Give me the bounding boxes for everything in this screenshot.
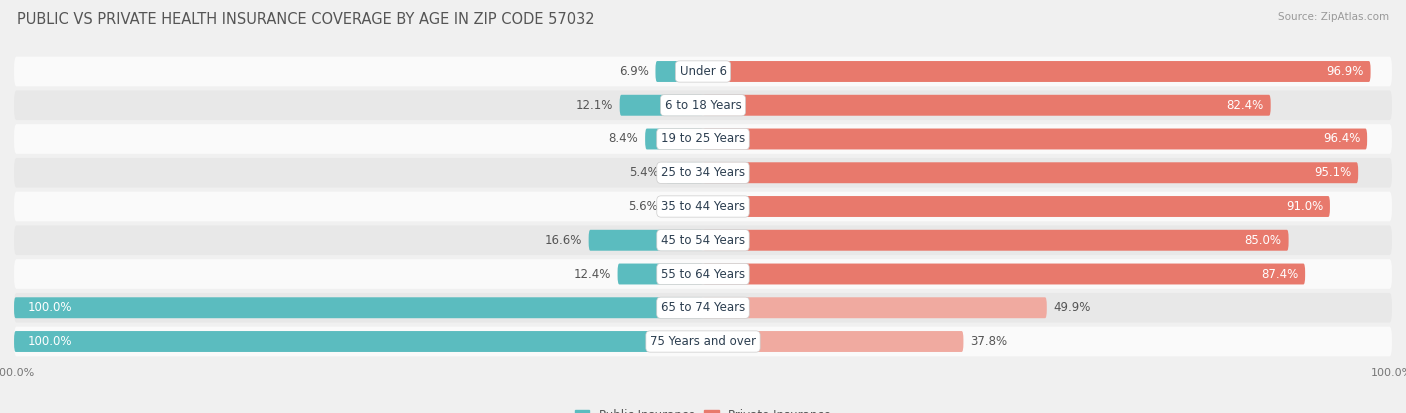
Text: 95.1%: 95.1% — [1315, 166, 1351, 179]
FancyBboxPatch shape — [14, 124, 1392, 154]
FancyBboxPatch shape — [703, 331, 963, 352]
FancyBboxPatch shape — [703, 162, 1358, 183]
Text: 87.4%: 87.4% — [1261, 268, 1298, 280]
Text: PUBLIC VS PRIVATE HEALTH INSURANCE COVERAGE BY AGE IN ZIP CODE 57032: PUBLIC VS PRIVATE HEALTH INSURANCE COVER… — [17, 12, 595, 27]
Legend: Public Insurance, Private Insurance: Public Insurance, Private Insurance — [571, 404, 835, 413]
Text: 100.0%: 100.0% — [28, 301, 72, 314]
FancyBboxPatch shape — [703, 196, 1330, 217]
Text: 5.4%: 5.4% — [628, 166, 659, 179]
Text: 65 to 74 Years: 65 to 74 Years — [661, 301, 745, 314]
FancyBboxPatch shape — [666, 162, 703, 183]
Text: 6 to 18 Years: 6 to 18 Years — [665, 99, 741, 112]
Text: 100.0%: 100.0% — [28, 335, 72, 348]
Text: 85.0%: 85.0% — [1244, 234, 1282, 247]
FancyBboxPatch shape — [703, 95, 1271, 116]
Text: 91.0%: 91.0% — [1286, 200, 1323, 213]
Text: 8.4%: 8.4% — [609, 133, 638, 145]
Text: 5.6%: 5.6% — [628, 200, 658, 213]
Text: 16.6%: 16.6% — [544, 234, 582, 247]
FancyBboxPatch shape — [703, 61, 1371, 82]
Text: 25 to 34 Years: 25 to 34 Years — [661, 166, 745, 179]
FancyBboxPatch shape — [14, 327, 1392, 356]
FancyBboxPatch shape — [589, 230, 703, 251]
Text: 49.9%: 49.9% — [1053, 301, 1091, 314]
Text: 75 Years and over: 75 Years and over — [650, 335, 756, 348]
Text: 6.9%: 6.9% — [619, 65, 648, 78]
Text: 37.8%: 37.8% — [970, 335, 1008, 348]
Text: 96.9%: 96.9% — [1326, 65, 1364, 78]
FancyBboxPatch shape — [14, 57, 1392, 86]
FancyBboxPatch shape — [14, 293, 1392, 323]
FancyBboxPatch shape — [645, 128, 703, 150]
FancyBboxPatch shape — [14, 158, 1392, 188]
FancyBboxPatch shape — [655, 61, 703, 82]
Text: 96.4%: 96.4% — [1323, 133, 1360, 145]
Text: 19 to 25 Years: 19 to 25 Years — [661, 133, 745, 145]
Text: 35 to 44 Years: 35 to 44 Years — [661, 200, 745, 213]
FancyBboxPatch shape — [703, 263, 1305, 285]
Text: Under 6: Under 6 — [679, 65, 727, 78]
FancyBboxPatch shape — [665, 196, 703, 217]
Text: 55 to 64 Years: 55 to 64 Years — [661, 268, 745, 280]
FancyBboxPatch shape — [703, 128, 1367, 150]
FancyBboxPatch shape — [14, 331, 703, 352]
FancyBboxPatch shape — [14, 259, 1392, 289]
FancyBboxPatch shape — [14, 297, 703, 318]
FancyBboxPatch shape — [620, 95, 703, 116]
FancyBboxPatch shape — [703, 230, 1289, 251]
Text: 12.4%: 12.4% — [574, 268, 610, 280]
Text: Source: ZipAtlas.com: Source: ZipAtlas.com — [1278, 12, 1389, 22]
FancyBboxPatch shape — [14, 192, 1392, 221]
Text: 12.1%: 12.1% — [575, 99, 613, 112]
FancyBboxPatch shape — [14, 90, 1392, 120]
Text: 45 to 54 Years: 45 to 54 Years — [661, 234, 745, 247]
FancyBboxPatch shape — [703, 297, 1047, 318]
FancyBboxPatch shape — [617, 263, 703, 285]
Text: 82.4%: 82.4% — [1226, 99, 1264, 112]
FancyBboxPatch shape — [14, 225, 1392, 255]
